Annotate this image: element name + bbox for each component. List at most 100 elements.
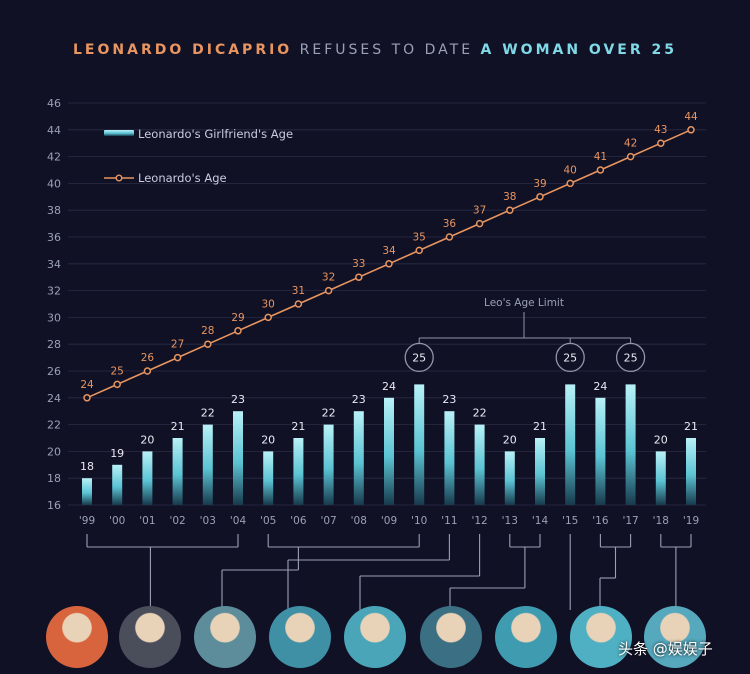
bar-value-label: 22 xyxy=(473,407,487,420)
line-point xyxy=(234,327,242,335)
legend-bar-swatch xyxy=(104,130,134,136)
line-value-label: 24 xyxy=(80,379,94,391)
x-tick-label: '07 xyxy=(320,515,336,527)
bar xyxy=(535,438,545,505)
y-tick-label: 32 xyxy=(47,285,61,298)
bar-value-label: 23 xyxy=(442,393,456,406)
line-point xyxy=(113,380,121,389)
line-point xyxy=(445,233,454,241)
x-tick-label: '12 xyxy=(471,515,487,527)
bar xyxy=(142,451,153,505)
age-limit-circle xyxy=(555,342,585,373)
legend: Leonardo's Girlfriend's Age Leonardo's A… xyxy=(104,127,293,185)
line-point xyxy=(385,260,393,268)
x-tick-label: '09 xyxy=(381,515,397,527)
line-value-label: 32 xyxy=(322,272,335,284)
y-tick-label: 46 xyxy=(47,97,61,110)
line-value-label: 31 xyxy=(292,285,305,297)
bar xyxy=(202,424,213,505)
x-tick-label: '01 xyxy=(139,515,155,527)
bar-value-label: 20 xyxy=(261,433,275,446)
x-tick-label: '04 xyxy=(230,515,247,527)
line-value-label: 43 xyxy=(654,124,667,136)
bar xyxy=(384,397,394,505)
bar xyxy=(414,384,425,505)
x-tick-label: '08 xyxy=(351,515,367,527)
y-tick-label: 24 xyxy=(47,392,61,405)
y-tick-label: 40 xyxy=(47,177,61,190)
x-tick-label: '05 xyxy=(260,515,276,527)
line-point xyxy=(506,206,514,214)
x-tick-label: '16 xyxy=(592,515,609,527)
line-point xyxy=(475,219,484,228)
age-limit-label: Leo's Age Limit xyxy=(484,297,564,309)
line-value-label: 41 xyxy=(594,151,607,163)
bar xyxy=(474,424,485,505)
y-tick-label: 26 xyxy=(47,365,61,378)
line-value-label: 26 xyxy=(141,352,155,364)
y-tick-label: 36 xyxy=(47,231,61,244)
leonardo-photo xyxy=(46,606,108,668)
y-tick-label: 16 xyxy=(47,499,61,512)
x-tick-label: '19 xyxy=(683,515,699,527)
girlfriend-photo-3 xyxy=(269,606,331,668)
bar xyxy=(112,464,123,505)
x-tick-label: '18 xyxy=(653,515,669,527)
bar-value-label: 24 xyxy=(382,380,396,393)
line-point xyxy=(657,139,665,147)
y-tick-label: 34 xyxy=(47,258,61,271)
x-tick-label: '06 xyxy=(290,515,307,527)
line-value-label: 34 xyxy=(382,245,396,257)
bar-value-label: 23 xyxy=(352,393,366,406)
y-tick-label: 30 xyxy=(47,311,61,324)
bar-value-label: 20 xyxy=(654,433,668,446)
bar-value-label: 24 xyxy=(593,380,607,393)
bar xyxy=(233,411,243,505)
line-point xyxy=(355,273,363,281)
line-value-label: 30 xyxy=(262,298,275,310)
y-tick-label: 20 xyxy=(47,445,61,458)
bar xyxy=(595,397,606,505)
line-point xyxy=(264,313,272,322)
girlfriend-photo-5 xyxy=(420,606,482,668)
bar-value-label: 21 xyxy=(171,420,185,433)
girlfriend-photo-1 xyxy=(119,606,181,668)
girlfriend-photo-2 xyxy=(194,606,256,668)
bar-value-label: 19 xyxy=(110,447,124,460)
line-point xyxy=(596,166,605,174)
legend-line-marker xyxy=(115,174,123,182)
bar xyxy=(263,451,274,505)
line-value-label: 40 xyxy=(564,164,577,176)
line-point xyxy=(143,367,152,375)
line-point xyxy=(415,246,423,255)
y-tick-label: 28 xyxy=(47,338,61,351)
line-value-label: 39 xyxy=(533,178,546,190)
bar xyxy=(172,438,183,505)
leonardo-age-line: 24 25 26 27 28 29 30 31 32 33 34 35 36 37 38 39 40 41 42 43… xyxy=(80,111,698,402)
x-tick-labels: '99 '00 '01 '02 '03 '04 '05 '06 '07 '08 '09 '10 '11 '… xyxy=(79,515,699,527)
line-value-label: 29 xyxy=(231,312,244,324)
x-tick-label: '10 xyxy=(411,515,427,527)
line-value-label: 33 xyxy=(352,258,365,270)
line-point xyxy=(204,340,212,348)
line-value-label: 28 xyxy=(201,325,214,337)
bar xyxy=(504,451,515,505)
line-value-label: 38 xyxy=(503,191,516,203)
bar-value-label: 25 xyxy=(624,351,638,364)
bar-value-label: 25 xyxy=(563,351,577,364)
y-tick-label: 38 xyxy=(47,204,61,217)
line-point xyxy=(83,394,91,402)
line-point xyxy=(173,353,182,362)
legend-label-leonardo: Leonardo's Age xyxy=(138,171,227,185)
line-value-label: 37 xyxy=(473,205,486,217)
bar xyxy=(82,478,92,505)
bar-value-label: 21 xyxy=(291,420,305,433)
bar-value-label: 20 xyxy=(140,433,154,446)
chart-title: LEONARDO DICAPRIO REFUSES TO DATE A WOMA… xyxy=(0,42,750,58)
girlfriend-photo-4 xyxy=(344,606,406,668)
girlfriend-photo-7 xyxy=(570,606,632,668)
y-tick-label: 18 xyxy=(47,472,61,485)
line-value-label: 27 xyxy=(171,339,184,351)
x-tick-label: '99 xyxy=(79,515,95,527)
